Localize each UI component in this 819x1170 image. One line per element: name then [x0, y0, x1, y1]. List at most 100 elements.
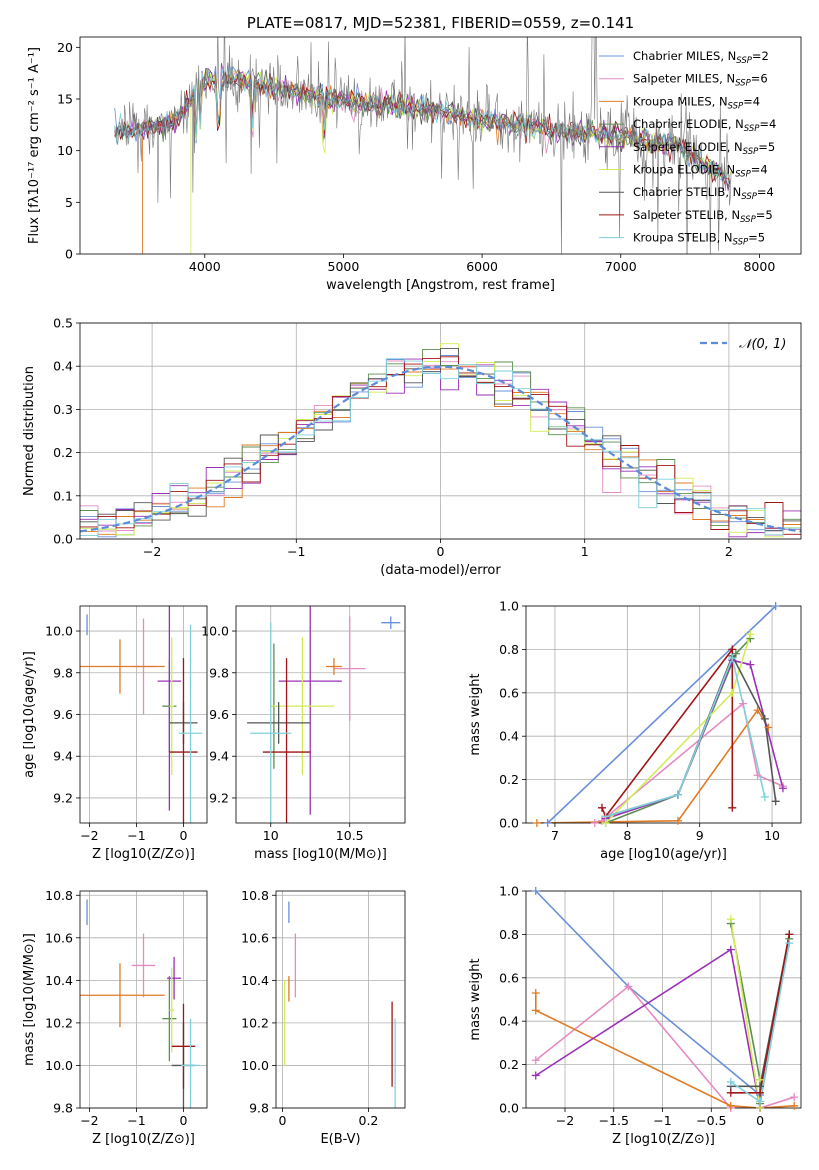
y-tick-label: 10.4 — [45, 973, 73, 988]
weight-point-marker — [726, 915, 735, 924]
y-tick-label: 0.6 — [499, 685, 519, 700]
gaussian-curve — [80, 365, 801, 533]
legend-entry: Kroupa STELIB, NSSP=5 — [633, 231, 765, 248]
y-tick-label: 0.0 — [499, 816, 519, 831]
legend-entry: 𝒩(0, 1) — [739, 337, 786, 352]
y-tick-label: 9.8 — [209, 665, 229, 680]
plot-area — [80, 343, 801, 538]
plot-area — [283, 901, 396, 1108]
x-tick-label: 10 — [764, 828, 780, 843]
histogram-step — [80, 358, 801, 536]
x-tick-label: 8000 — [743, 259, 775, 274]
x-tick-label: −1 — [653, 1113, 671, 1128]
weight-series-line — [536, 708, 770, 823]
y-tick-label: 10.2 — [45, 1015, 73, 1030]
chart-title: PLATE=0817, MJD=52381, FIBERID=0559, z=0… — [247, 14, 634, 32]
panel-mass-age: 10 10.5 9.2 9.4 9.6 9.8 10.0 mass [log10(M/M⊙)] — [201, 605, 406, 862]
weight-point-marker — [728, 688, 737, 697]
y-tick-label: 5 — [65, 195, 73, 210]
panel-Z-age: −2 −1 0 9.2 9.4 9.6 9.8 10.0 Z [log10(Z/Z⊙)] age … — [22, 605, 208, 862]
y-tick-label: 10.2 — [241, 1015, 269, 1030]
y-tick-label: 0.5 — [53, 316, 73, 331]
y-tick-label: 0.8 — [499, 642, 519, 657]
y-tick-label: 0 — [65, 247, 73, 262]
y-tick-label: 0.4 — [499, 729, 519, 744]
plot-area — [80, 606, 203, 823]
y-tick-label: 0.0 — [53, 532, 73, 547]
legend-entry: Chabrier MILES, NSSP=2 — [633, 49, 769, 66]
y-tick-label: 9.8 — [249, 1101, 269, 1116]
x-axis-label: Z [log10(Z/Z⊙)] — [92, 847, 195, 862]
y-tick-label: 0.2 — [499, 772, 519, 787]
y-tick-label: 1.0 — [499, 599, 519, 614]
y-tick-label: 10.8 — [45, 888, 73, 903]
x-tick-label: 7 — [551, 828, 559, 843]
x-tick-label: 1 — [581, 544, 589, 559]
panel-weight-Z: −2 −1.5 −1 −0.5 0 0.0 0.2 0.4 0.6 0.8 1.0 Z [log10(… — [468, 884, 802, 1147]
weight-point-marker — [726, 1088, 735, 1097]
x-tick-label: 7000 — [605, 259, 637, 274]
plot-area — [536, 606, 784, 823]
weight-point-marker — [764, 723, 773, 732]
weight-point-marker — [726, 1101, 735, 1110]
y-axis-label: mass weight — [468, 673, 483, 755]
axes-frame — [275, 890, 406, 1109]
weight-series-line — [605, 655, 766, 818]
weight-point-marker — [601, 812, 610, 821]
plot-area — [80, 899, 200, 1108]
weight-point-marker — [531, 1056, 540, 1065]
weight-point-marker — [531, 1071, 540, 1080]
legend-entry: Kroupa MILES, NSSP=4 — [633, 94, 760, 111]
weight-point-marker — [771, 602, 780, 610]
y-tick-label: 10.6 — [241, 930, 269, 945]
y-axis-label: Flux [fλ10⁻¹⁷ erg cm⁻² s⁻¹ A⁻¹] — [27, 47, 42, 244]
x-tick-label: −2 — [556, 1113, 574, 1128]
x-tick-label: 0 — [756, 1113, 764, 1128]
y-axis-label: age [log10(age/yr)] — [22, 651, 37, 778]
weight-point-marker — [753, 706, 762, 715]
y-tick-label: 0.2 — [53, 445, 73, 460]
legend: 𝒩(0, 1) — [700, 337, 786, 352]
weight-series-line — [535, 891, 761, 1108]
panel-spectrum: 4000 5000 6000 7000 8000 0 5 10 15 20 wavelength [… — [27, 14, 802, 293]
y-tick-label: 1.0 — [499, 884, 519, 899]
y-tick-label: 10.0 — [45, 1058, 73, 1073]
y-axis-label: mass weight — [468, 958, 483, 1040]
legend-entry: Salpeter STELIB, NSSP=5 — [633, 208, 773, 225]
weight-point-marker — [753, 771, 762, 780]
weight-point-marker — [739, 699, 748, 708]
x-axis-label: Z [log10(Z/Z⊙)] — [612, 1132, 715, 1147]
y-tick-label: 9.2 — [53, 790, 73, 805]
weight-point-marker — [771, 797, 780, 806]
axes-frame — [79, 890, 208, 1109]
axes-frame — [525, 605, 802, 824]
weight-point-marker — [778, 784, 787, 793]
x-tick-label: 0 — [180, 828, 188, 843]
y-tick-label: 10.0 — [45, 624, 73, 639]
y-tick-label: 0.6 — [499, 970, 519, 985]
x-axis-label: Z [log10(Z/Z⊙)] — [92, 1132, 195, 1147]
weight-point-marker — [760, 792, 769, 801]
y-tick-label: 0.1 — [53, 488, 73, 503]
x-tick-label: −0.5 — [696, 1113, 726, 1128]
panel-weight-age: 7 8 9 10 0.0 0.2 0.4 0.6 0.8 1.0 age [log10(age/yr… — [468, 599, 802, 862]
weight-point-marker — [673, 816, 682, 825]
y-tick-label: 9.2 — [209, 790, 229, 805]
panel-residuals: −2 −1 0 1 2 0.0 0.1 0.2 0.3 0.4 0.5 (data-model)/er… — [22, 316, 802, 578]
x-tick-label: 0 — [278, 1113, 286, 1128]
y-tick-label: 9.6 — [53, 707, 73, 722]
weight-series-line — [730, 919, 761, 1108]
data-spectrum-line — [114, 37, 732, 254]
axes-frame — [525, 890, 802, 1109]
weight-point-marker — [785, 939, 794, 948]
x-tick-label: −1.5 — [599, 1113, 629, 1128]
x-tick-label: −1 — [287, 544, 305, 559]
y-tick-label: 15 — [57, 92, 73, 107]
y-tick-label: 10.4 — [241, 973, 269, 988]
weight-point-marker — [624, 982, 633, 991]
weight-point-marker — [760, 714, 769, 723]
legend-entry: Kroupa ELODIE, NSSP=4 — [633, 163, 768, 180]
y-tick-label: 0.0 — [499, 1101, 519, 1116]
y-tick-label: 0.8 — [499, 927, 519, 942]
x-tick-label: 8 — [623, 828, 631, 843]
